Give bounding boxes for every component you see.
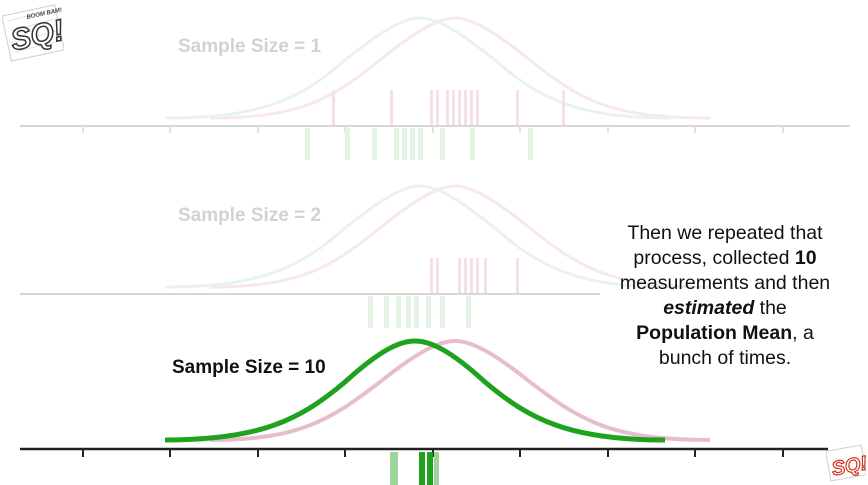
estimated-curve: [164, 338, 666, 443]
narration-line: Population Mean, a: [600, 321, 850, 346]
narration-segment: , a: [792, 322, 814, 344]
narration-line: process, collected 10: [600, 246, 850, 271]
population-curve: [209, 338, 711, 442]
axis-ticks: [82, 449, 784, 457]
statquest-logo-small: SQ!: [826, 444, 866, 482]
pink-measurement-ticks-1: [332, 90, 565, 126]
narration-segment: the: [754, 297, 787, 319]
narration-emphasis: 10: [794, 247, 817, 269]
green-estimate-ticks-1: [305, 128, 533, 160]
pink-measurement-ticks-2: [430, 258, 519, 294]
panel-label-sample-size-1: Sample Size = 1: [178, 36, 322, 57]
panel-sample-size-2: [20, 184, 711, 328]
narration-line: measurements and then: [619, 272, 831, 294]
estimated-curve-2: [164, 184, 671, 289]
narration-text: Then we repeated that process, collected…: [600, 221, 850, 371]
narration-emphasis: estimated: [663, 297, 755, 319]
panel-label-sample-size-2: Sample Size = 2: [178, 205, 322, 226]
narration-line: Then we repeated that: [627, 222, 823, 244]
narration-emphasis: Population Mean: [636, 322, 793, 344]
green-estimate-ticks-2: [368, 296, 471, 328]
statquest-logo: SQ! BOOM BAM!: [2, 4, 64, 62]
narration-line: bunch of times.: [658, 347, 792, 369]
panel-sample-size-1: [20, 16, 850, 160]
estimate-ticks: [390, 452, 439, 485]
panel-label-sample-size-10: Sample Size = 10: [172, 357, 326, 378]
narration-line: estimated the: [600, 296, 850, 321]
axis-ticks-1: [82, 126, 784, 133]
population-curve-2: [209, 184, 711, 289]
narration-segment: process, collected: [633, 247, 795, 269]
panel-sample-size-10: [20, 338, 828, 485]
estimated-curve-1: [164, 16, 671, 120]
population-curve-1: [209, 16, 711, 120]
